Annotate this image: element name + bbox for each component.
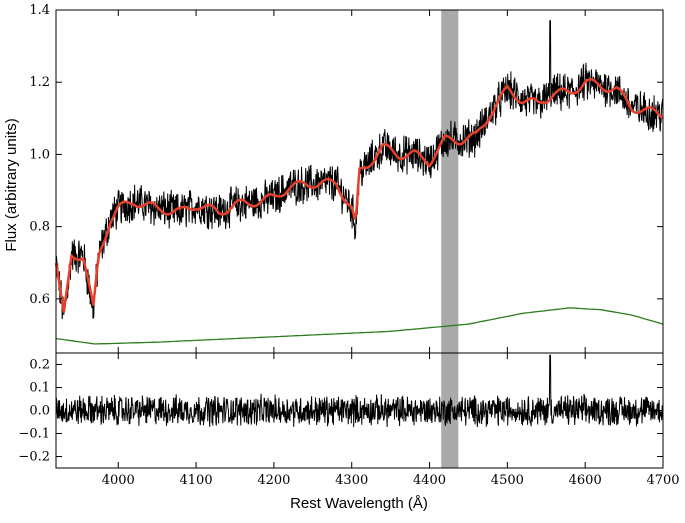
residual-panel: −0.2 −0.1 0.0 0.1 0.2 4000 4100 4200 4300 4400 45… (18, 352, 680, 512)
y-tick-label: 1.2 (29, 75, 50, 90)
y-tick-label: 0.0 (29, 404, 50, 419)
spectrum-x-ticks (117, 10, 664, 353)
residual-series-group (55, 354, 664, 428)
masked-region-band (441, 10, 459, 353)
y-tick-label: 0.1 (29, 381, 50, 396)
x-tick-label: 4100 (180, 473, 213, 488)
residual-line (55, 354, 664, 428)
y-tick-label: −0.1 (18, 427, 50, 442)
continuum-line (55, 307, 664, 345)
residual-y-ticks: −0.2 −0.1 0.0 0.1 0.2 (18, 358, 663, 465)
x-tick-label: 4500 (491, 473, 524, 488)
y-tick-label: 1.4 (29, 3, 50, 18)
x-tick-label: 4300 (335, 473, 368, 488)
y-tick-label: −0.2 (18, 450, 50, 465)
spectrum-y-ticks: 0.6 0.8 1.0 1.2 1.4 (29, 3, 663, 307)
x-axis-label: Rest Wavelength (Å) (290, 495, 428, 512)
spectrum-series-group (54, 20, 664, 345)
model-fit-line (54, 78, 664, 313)
spectrum-panel: 0.6 0.8 1.0 1.2 1.4 Flux (arbitrary units) (3, 3, 664, 354)
y-axis-label: Flux (arbitrary units) (3, 118, 20, 251)
y-tick-label: 0.6 (29, 292, 50, 307)
y-tick-label: 1.0 (29, 147, 50, 162)
y-tick-label: 0.2 (29, 358, 50, 373)
x-tick-label: 4000 (102, 473, 135, 488)
x-tick-label: 4600 (569, 473, 602, 488)
x-tick-label: 4700 (646, 473, 679, 488)
y-tick-label: 0.8 (29, 220, 50, 235)
x-tick-label: 4400 (413, 473, 446, 488)
x-tick-label: 4200 (257, 473, 290, 488)
residual-x-ticks: 4000 4100 4200 4300 4400 4500 4600 4700 (102, 353, 680, 488)
